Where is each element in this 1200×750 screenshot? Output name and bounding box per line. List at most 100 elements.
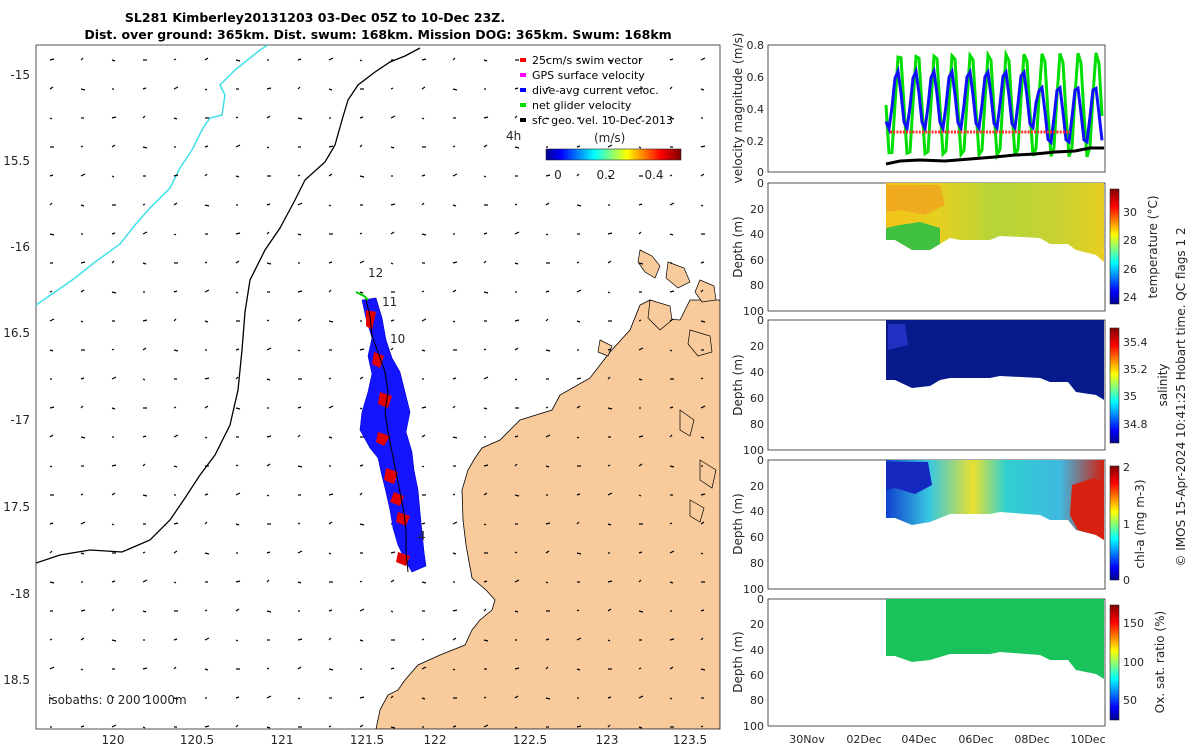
current-vector-arrow [607, 59, 613, 62]
current-vector-arrow [607, 724, 611, 728]
current-vector-arrow [452, 173, 458, 177]
current-vector-arrow [607, 639, 611, 642]
current-vector-arrow [204, 493, 209, 496]
current-vector-arrow [576, 493, 581, 496]
current-vector-arrow [545, 581, 549, 584]
current-vector-arrow [204, 320, 209, 323]
current-vector-arrow [545, 117, 550, 120]
salinity-colorbar [1109, 327, 1120, 444]
current-vector-arrow [452, 637, 457, 641]
current-vector-arrow [483, 608, 487, 612]
map-x-tick: 122.5 [513, 733, 547, 747]
current-vector-arrow [80, 493, 84, 496]
current-vector-arrow [297, 406, 302, 409]
current-vector-arrow [607, 116, 611, 119]
depth-tick: 0 [757, 593, 764, 606]
current-vector-arrow [359, 144, 363, 148]
current-vector-arrow [669, 174, 673, 177]
salinity-colorbar-tick: 35.2 [1123, 363, 1148, 376]
legend-swatch [520, 73, 526, 77]
current-vector-arrow [638, 146, 642, 149]
isobaths-label: isobaths: 0 200 1000m [48, 693, 187, 707]
current-vector-arrow [111, 696, 115, 699]
current-vector-arrow [297, 697, 301, 700]
current-vector-arrow [297, 233, 302, 236]
speed-reference-label: 4h [506, 129, 521, 143]
temperature-colorbar [1109, 188, 1120, 305]
current-vector-arrow [204, 88, 208, 91]
figure-title-line1: SL281 Kimberley20131203 03-Dec 05Z to 10… [125, 10, 505, 25]
isobath-200-line [36, 47, 421, 564]
current-vector-arrow [173, 117, 178, 120]
current-vector-arrow [576, 173, 580, 177]
current-vector-arrow [142, 319, 148, 322]
map-panel: 12 11 10 4 isobaths: 0 200 1000m 120 120… [3, 44, 721, 747]
current-vector-arrow [204, 668, 209, 671]
current-vector-arrow [669, 349, 673, 352]
current-vector-arrow [235, 696, 240, 699]
day-label-4: 4 [418, 529, 426, 543]
current-vector-arrow [576, 320, 581, 323]
current-vector-arrow [80, 88, 86, 91]
current-vector-arrow [638, 726, 643, 729]
velocity-y-tick: 0.4 [747, 103, 765, 116]
current-vector-arrow [669, 233, 674, 236]
oxygen-field [886, 599, 1104, 679]
current-vector-arrow [452, 405, 456, 409]
current-vector-arrow [49, 233, 55, 236]
current-vector-arrow [204, 405, 209, 409]
current-vector-arrow [452, 609, 458, 612]
current-vector-arrow [328, 405, 334, 409]
current-vector-arrow [638, 347, 644, 351]
current-vector-arrow [49, 550, 53, 554]
current-vector-arrow [359, 523, 365, 526]
current-vector-arrow [80, 320, 84, 323]
current-vector-arrow [545, 318, 549, 322]
current-vector-arrow [607, 232, 613, 235]
oxygen-colorbar-tick: 100 [1123, 656, 1144, 669]
current-vector-arrow [142, 87, 147, 90]
temperature-ylabel: Depth (m) [731, 216, 745, 277]
current-vector-arrow [545, 465, 550, 468]
current-vector-arrow [638, 87, 644, 90]
current-vector-arrow [142, 667, 148, 670]
current-vector-arrow [235, 116, 239, 119]
legend-swatch [520, 103, 526, 107]
current-vector-arrow [483, 523, 487, 526]
date-tick: 06Dec [958, 733, 993, 746]
current-vector-arrow [390, 610, 394, 613]
current-vector-arrow [576, 289, 582, 293]
current-vector-arrow [235, 175, 240, 178]
current-vector-arrow [576, 609, 580, 612]
current-vector-arrow [49, 666, 55, 670]
depth-tick: 40 [750, 228, 764, 241]
current-vector-arrow [49, 406, 55, 409]
legend-swatch [520, 88, 526, 92]
current-vector-arrow [669, 465, 675, 468]
current-vector-arrow [80, 57, 84, 61]
current-vector-arrow [111, 116, 117, 119]
current-vector-arrow [545, 697, 551, 700]
depth-tick: 80 [750, 694, 764, 707]
date-tick: 04Dec [901, 733, 936, 746]
current-vector-arrow [514, 87, 519, 90]
current-vector-arrow [700, 521, 705, 525]
current-vector-arrow [80, 289, 85, 293]
date-tick: 10Dec [1070, 733, 1105, 746]
current-vector-arrow [638, 494, 642, 497]
depth-tick: 20 [750, 203, 764, 216]
current-vector-arrow [514, 146, 520, 149]
current-vector-arrow [359, 724, 364, 728]
current-vector-arrow [514, 115, 518, 119]
map-colorbar-tick: 0.2 [596, 168, 615, 182]
current-vector-arrow [204, 204, 210, 207]
current-vector-arrow [111, 407, 116, 410]
current-vector-arrow [390, 146, 395, 149]
current-vector-arrow [173, 58, 177, 61]
current-vector-arrow [514, 347, 519, 351]
current-vector-arrow [266, 203, 271, 206]
current-vector-arrow [545, 202, 550, 206]
depth-tick: 0 [757, 454, 764, 467]
current-vector-arrow [328, 320, 334, 323]
current-vector-arrow [359, 464, 364, 467]
